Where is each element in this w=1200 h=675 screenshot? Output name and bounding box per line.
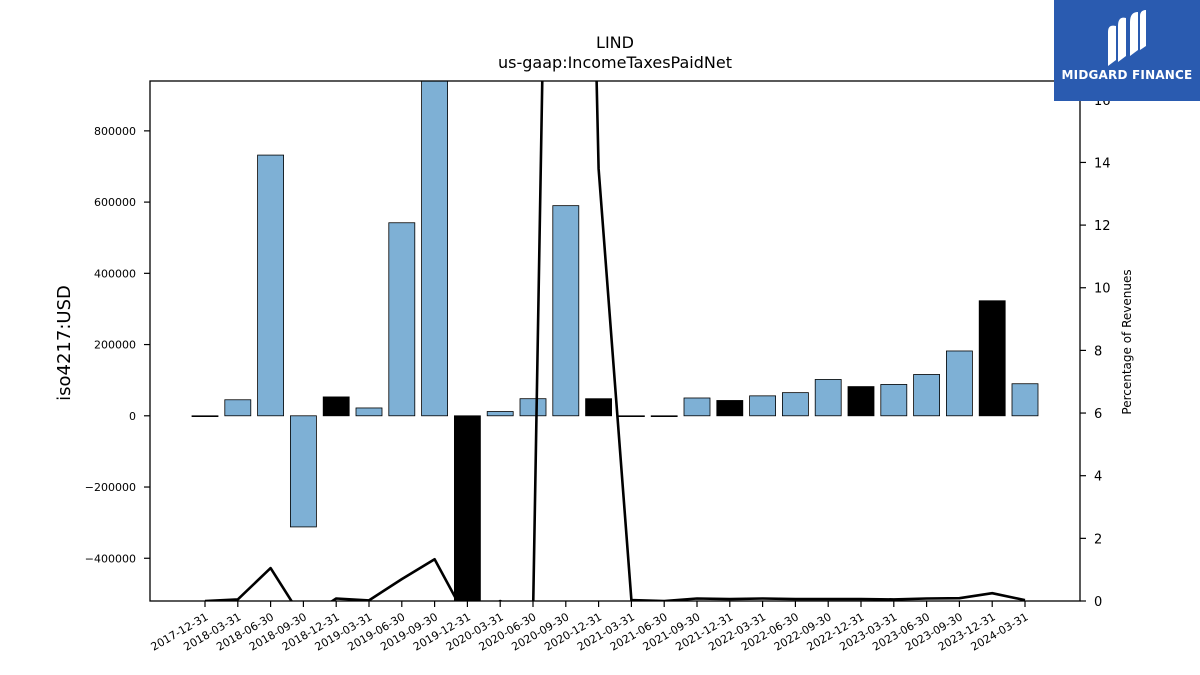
bar [388,222,416,417]
y-tick-label: −200000 [85,481,136,494]
y-tick-label: 0 [129,410,136,423]
y-tick-label: −400000 [85,552,136,565]
y-axis: −400000 −200000 0 200000 400000 600000 800000 [85,125,150,565]
x-axis: 2017-12-312018-03-312018-06-302018-09-30… [149,601,1031,654]
bar [1011,383,1039,417]
brand-logo: MIDGARD FINANCE [1054,0,1200,101]
line-series [204,81,1026,601]
y2-tick-label: 6 [1094,407,1102,422]
bar [486,411,514,417]
y2-tick-label: 8 [1094,344,1102,359]
bar [322,396,350,417]
y2-tick-label: 14 [1094,156,1111,171]
bar [847,386,875,417]
chart-title: LIND [596,33,634,52]
bars [191,81,1039,601]
y2-tick-label: 10 [1094,282,1111,297]
bar [257,154,285,417]
bar [552,205,580,417]
bar [618,415,645,417]
chart-subtitle: us-gaap:IncomeTaxesPaidNet [498,53,732,72]
bar [421,81,449,417]
y2-axis-label: Percentage of Revenues [1120,269,1134,414]
bar [880,384,908,417]
bar [978,300,1006,417]
y-tick-label: 200000 [94,339,136,352]
bar [749,395,776,417]
bar [519,398,547,417]
bar [782,392,809,417]
y2-tick-label: 12 [1094,219,1111,234]
bar [355,407,383,417]
bar [913,374,940,417]
y-tick-label: 400000 [94,267,136,280]
logo-mark-icon [1108,10,1146,67]
y-axis-label: iso4217:USD [54,285,75,401]
y-tick-label: 800000 [94,125,136,138]
bar [814,379,842,417]
bar [683,397,711,417]
bar [289,415,317,528]
y2-tick-label: 2 [1094,532,1102,547]
bar [716,400,744,417]
logo-text: MIDGARD FINANCE [1061,68,1193,82]
bar [585,398,612,417]
y2-tick-label: 0 [1094,595,1102,610]
y-tick-label: 600000 [94,196,136,209]
bar [453,415,481,601]
bar [650,415,678,417]
bar [224,399,252,417]
plot-frame [149,80,1081,602]
line-layer [204,81,1026,601]
bar [946,350,973,417]
bar [191,415,219,417]
y2-tick-label: 4 [1094,470,1102,485]
